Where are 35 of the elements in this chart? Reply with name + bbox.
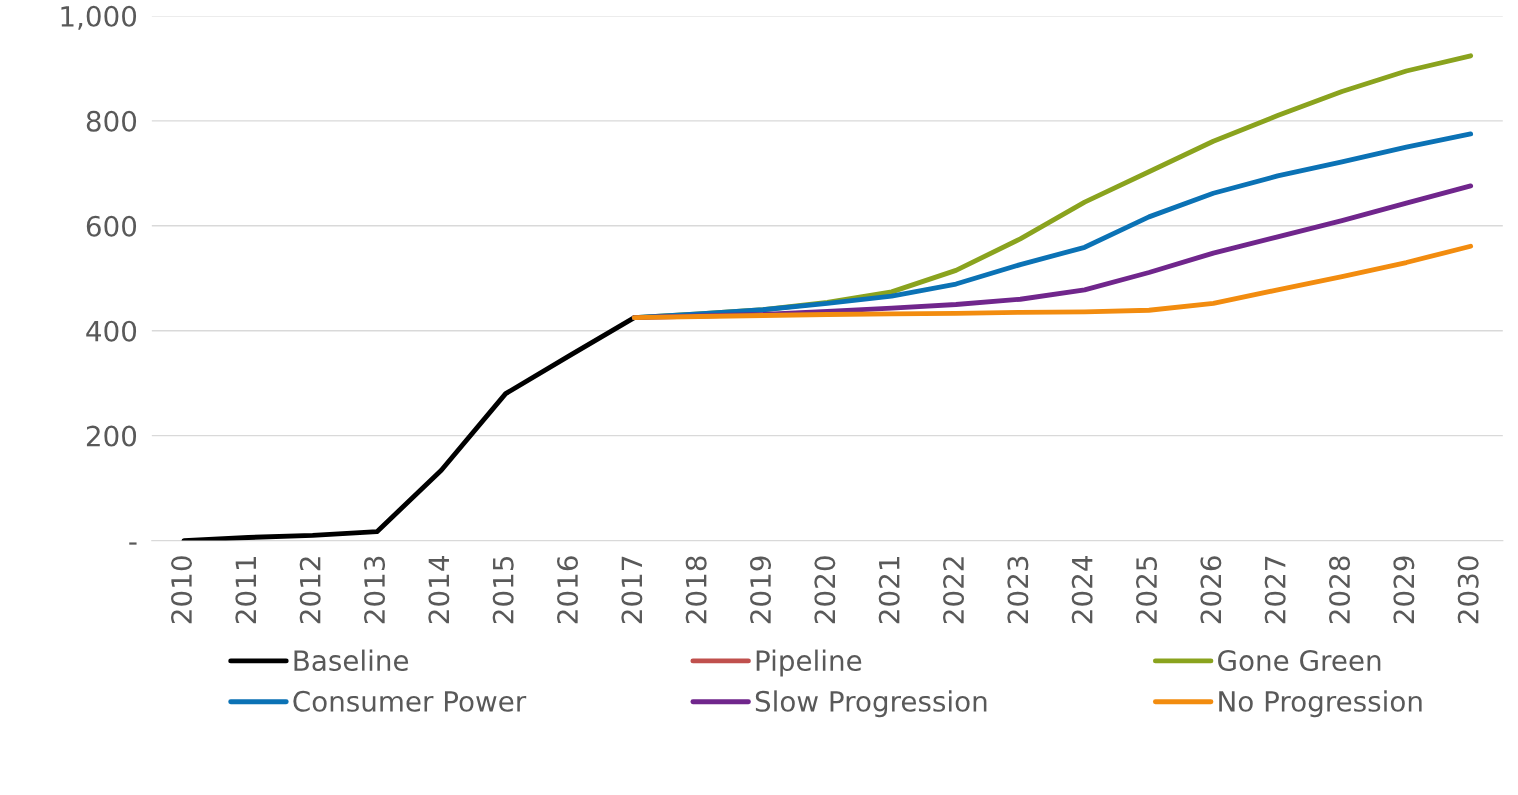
x-tick-label: 2024: [1071, 556, 1093, 624]
x-tick-label: 2021: [878, 557, 900, 624]
y-tick-label: -: [129, 542, 137, 545]
y-tick-label: 1,000: [61, 5, 137, 30]
x-tick-label: 2011: [235, 557, 257, 624]
x-tick-label: 2017: [621, 556, 643, 624]
legend-label: Pipeline: [756, 649, 862, 677]
x-tick-label: 2012: [299, 557, 321, 624]
y-tick-label: 400: [86, 320, 137, 342]
x-tick-label: 2013: [364, 556, 386, 624]
y-tick-label: 600: [86, 215, 137, 237]
x-tick-label: 2010: [171, 556, 193, 624]
x-tick-label: 2030: [1457, 556, 1479, 624]
legend-label: Slow Progression: [755, 690, 987, 718]
x-tick-label: 2026: [1200, 556, 1222, 624]
x-tick-label: 2027: [1264, 556, 1286, 624]
x-tick-label: 2019: [750, 556, 772, 624]
x-tick-label: 2025: [1136, 556, 1158, 624]
x-tick-label: 2018: [685, 556, 707, 624]
x-tick-label: 2014: [428, 556, 450, 624]
legend-label: Gone Green: [1218, 650, 1381, 672]
x-tick-label: 2022: [943, 557, 965, 624]
y-tick-label: 800: [86, 110, 137, 132]
x-tick-label: 2029: [1393, 556, 1415, 624]
legend-label: Consumer Power: [293, 690, 527, 712]
legend-label: Baseline: [294, 649, 409, 672]
line-series: [181, 315, 637, 541]
x-tick-label: 2028: [1329, 556, 1351, 624]
x-tick-label: 2015: [492, 556, 514, 624]
line-series: [631, 243, 1474, 321]
x-tick-label: 2023: [1007, 556, 1029, 624]
x-tick-label: 2016: [557, 556, 579, 624]
legend-label: No Progression: [1219, 690, 1422, 718]
y-tick-label: 200: [86, 425, 137, 447]
x-tick-label: 2020: [814, 556, 836, 624]
